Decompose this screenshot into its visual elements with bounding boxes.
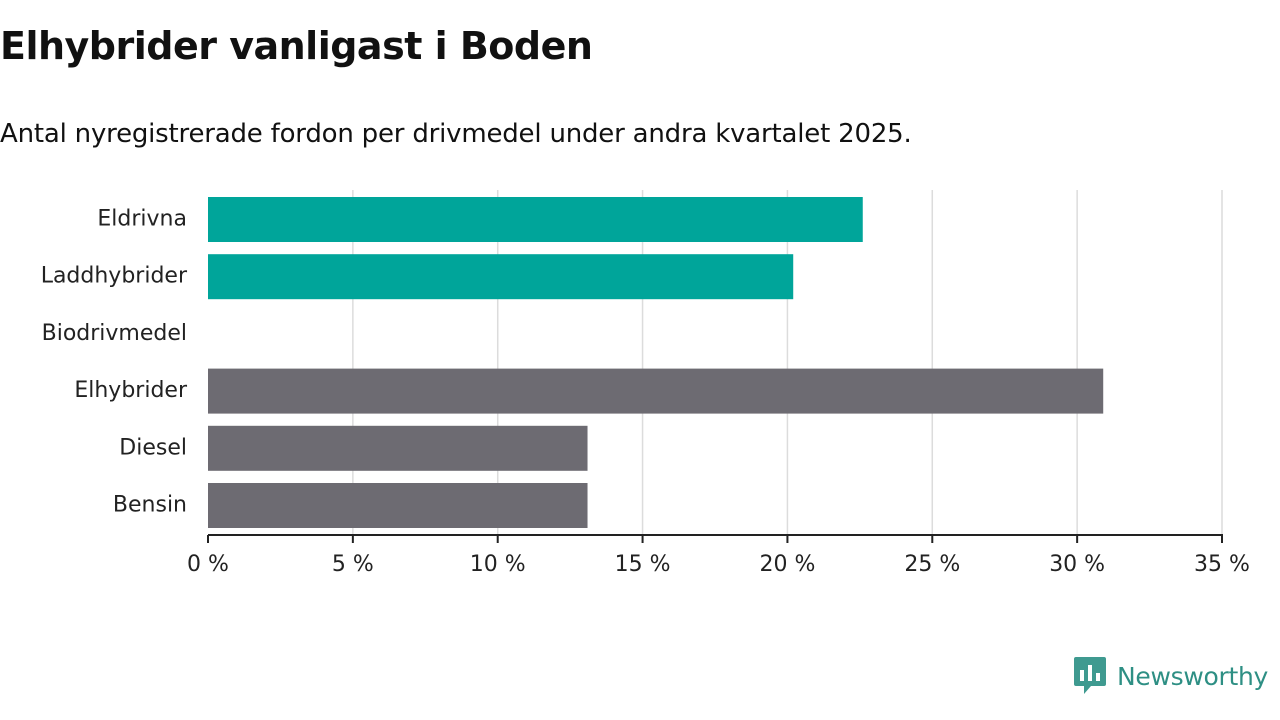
x-tick-label: 10 % [470, 552, 526, 577]
x-tick-label: 25 % [904, 552, 960, 577]
chart-title: Elhybrider vanligast i Boden [0, 24, 593, 68]
category-label: Bensin [113, 493, 187, 518]
bar-diesel [208, 425, 588, 471]
chart-subtitle: Antal nyregistrerade fordon per drivmede… [0, 119, 912, 149]
bar-elhybrider [208, 368, 1104, 414]
category-label: Elhybrider [74, 378, 188, 403]
category-label: Eldrivna [97, 207, 187, 232]
newsworthy-logo-icon [1074, 657, 1106, 694]
bar-bensin [208, 483, 588, 528]
x-tick-label: 35 % [1194, 552, 1250, 577]
bars [208, 197, 1104, 528]
bar-laddhybrider [208, 254, 794, 300]
bar-eldrivna [208, 197, 863, 242]
x-tick-label: 30 % [1049, 552, 1105, 577]
brand-logo: Newsworthy [1073, 656, 1268, 696]
category-labels: Eldrivna Laddhybrider Biodrivmedel Elhybrid… [41, 207, 188, 518]
bar-chart: Eldrivna Laddhybrider Biodrivmedel Elhybrid… [41, 190, 1250, 577]
grid-lines [352, 190, 1223, 535]
x-tick-label: 5 % [332, 552, 374, 577]
x-tick-label: 0 % [187, 552, 229, 577]
category-label: Diesel [119, 435, 187, 460]
x-tick-label: 20 % [759, 552, 815, 577]
category-label: Biodrivmedel [42, 321, 187, 346]
brand-name: Newsworthy [1117, 661, 1269, 691]
category-label: Laddhybrider [41, 264, 188, 289]
x-axis: 0 % 5 % 10 % 15 % 20 % 25 % 30 % 35 % [187, 534, 1250, 577]
x-tick-label: 15 % [615, 552, 671, 577]
